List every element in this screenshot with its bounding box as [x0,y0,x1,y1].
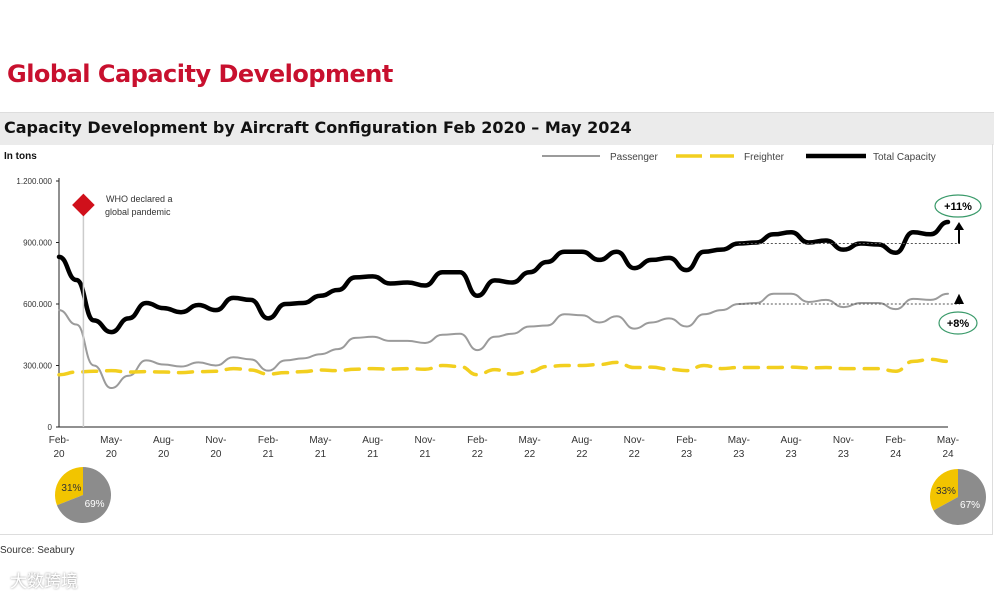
x-tick-label: 22 [576,449,588,460]
pie-label: 67% [960,500,980,511]
x-tick-label: 21 [315,449,327,460]
x-tick-label: Feb- [258,435,279,446]
y-tick-label: 300.000 [23,362,52,371]
x-tick-label: Nov- [205,435,226,446]
subtitle-band [0,112,994,145]
chart-frame [0,144,993,535]
passenger-growth-badge [938,311,978,335]
x-tick-label: 22 [629,449,641,460]
y-tick-label: 900.000 [23,239,52,248]
x-tick-label: 20 [106,449,118,460]
legend-label: Freighter [744,152,785,163]
legend: Passenger Freighter Total Capacity [542,152,936,163]
x-tick-label: May- [937,435,959,446]
x-tick-label: Feb- [885,435,906,446]
pandemic-label: global pandemic [105,207,171,217]
x-tick-label: Nov- [833,435,854,446]
x-tick-label: Feb- [676,435,697,446]
x-tick-label: Nov- [624,435,645,446]
x-tick-label: 21 [367,449,379,460]
x-tick-label: Aug- [153,435,174,446]
arrow-up-icon [954,293,964,304]
source-note: Source: Seabury [0,545,75,556]
x-tick-label: Feb- [49,435,70,446]
x-tick-label: May- [309,435,331,446]
pie-label: 31% [61,483,81,494]
x-tick-label: 22 [524,449,536,460]
x-tick-label: 23 [733,449,745,460]
x-tick-label: Feb- [467,435,488,446]
x-tick-label: 20 [53,449,65,460]
y-tick-label: 600.000 [23,300,52,309]
x-tick-label: 24 [942,449,954,460]
pie-slice [56,467,111,523]
total-growth-label: +11% [944,201,972,213]
passenger-growth-label: +8% [947,318,970,330]
series-line-passenger [58,292,949,390]
total-growth-badge [934,194,982,218]
pie-slice [933,469,986,525]
pie-label: 33% [936,486,956,497]
x-tick-label: 23 [838,449,850,460]
x-tick-label: 23 [786,449,798,460]
x-tick-label: 24 [890,449,902,460]
pie-slice [930,469,958,511]
x-tick-label: Aug- [781,435,802,446]
y-axis-label: In tons [4,151,37,162]
x-tick-label: 23 [681,449,693,460]
x-tick-label: May- [519,435,541,446]
arrow-up-icon [954,222,964,230]
x-tick-label: Aug- [571,435,592,446]
legend-label: Passenger [610,152,658,163]
page-title: Global Capacity Development [7,60,393,88]
x-tick-label: May- [100,435,122,446]
legend-label: Total Capacity [873,152,936,163]
pie-label: 69% [85,499,105,510]
x-tick-label: 20 [158,449,170,460]
pandemic-label: WHO declared a [106,194,173,204]
series-line-total-capacity [56,219,951,335]
chart-title: Capacity Development by Aircraft Configu… [4,118,632,137]
y-tick-label: 1.200.000 [16,177,52,186]
x-tick-label: 20 [210,449,222,460]
y-tick-label: 0 [48,423,53,432]
x-tick-label: 22 [472,449,484,460]
watermark: 大数跨境 [10,572,78,591]
x-tick-label: Aug- [362,435,383,446]
pandemic-diamond-icon [72,193,95,217]
pie-slice [54,467,83,506]
x-tick-label: 21 [263,449,275,460]
series-line-freighter [57,357,950,377]
x-tick-label: 21 [419,449,431,460]
x-tick-label: May- [728,435,750,446]
x-tick-label: Nov- [414,435,435,446]
